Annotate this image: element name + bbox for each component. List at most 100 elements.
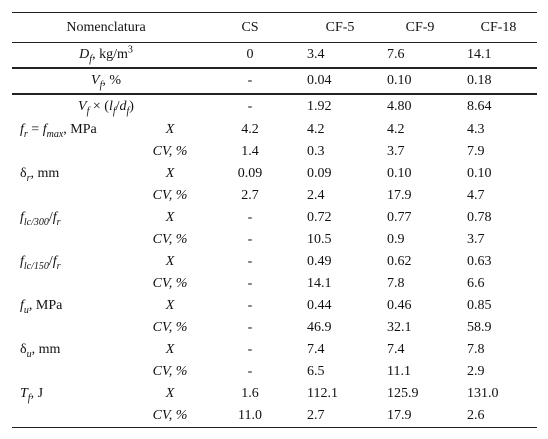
group-label: Tf, J <box>12 383 140 405</box>
stat-cell: CV, % <box>152 320 188 335</box>
value-cell: 0.72 <box>307 210 332 225</box>
value-cell: 0.10 <box>387 166 412 181</box>
value-cell: 7.8 <box>467 342 485 357</box>
label-part: f <box>86 105 90 117</box>
data-row: Df, kg/m3 0 3.4 7.6 14.1 <box>12 43 538 68</box>
value-cell: 1.92 <box>307 99 332 114</box>
label-part: r <box>26 172 31 184</box>
label-part: / <box>48 210 53 225</box>
value-cell: 4.2 <box>387 122 405 137</box>
label-part: × ( <box>89 99 109 114</box>
label-part: δ <box>20 342 27 357</box>
value-cell: 0.46 <box>387 298 412 313</box>
label-subscript: r <box>57 217 61 228</box>
stat-cell: X <box>165 298 175 313</box>
data-row: δr, mm X 0.09 0.09 0.10 0.10 <box>12 163 537 185</box>
group-label: fr = fmax, MPa <box>12 119 140 141</box>
value-cell: 6.6 <box>467 276 485 291</box>
value-cell: 0.09 <box>307 166 332 181</box>
label-subscript: f <box>127 106 130 117</box>
stat-cell: CV, % <box>152 232 188 247</box>
label-part: D <box>79 47 90 62</box>
label-subscript: r <box>57 261 61 272</box>
value-cell: 1.4 <box>241 144 259 159</box>
label-subscript: max <box>47 129 64 140</box>
label-part: l <box>108 99 113 114</box>
label-part: d <box>119 99 127 114</box>
value-cell: 0.77 <box>387 210 412 225</box>
value-cell: 14.1 <box>307 276 332 291</box>
value-cell: 8.64 <box>467 99 492 114</box>
label-subscript: lc/300 <box>24 217 49 228</box>
stat-cell: X <box>165 386 175 401</box>
value-cell: 2.6 <box>467 408 485 423</box>
group-label: δr, mm <box>12 163 140 185</box>
value-cell: 7.4 <box>307 342 325 357</box>
label-part: , % <box>102 73 122 88</box>
value-cell: - <box>247 210 253 225</box>
data-row: Tf, J X 1.6 112.1 125.9 131.0 <box>12 383 537 405</box>
label-part: / <box>48 254 53 269</box>
value-cell: 4.2 <box>241 122 259 137</box>
label-part: , mm <box>30 166 60 181</box>
label-part: V <box>91 73 100 88</box>
stat-cell: CV, % <box>152 364 188 379</box>
label-part: f <box>112 105 116 117</box>
results-table: Nomenclatura CS CF-5 CF-9 CF-18 Df, kg/m3 0 3.4… <box>12 12 538 428</box>
group-label: flc/150/fr <box>12 251 140 273</box>
data-row: flc/150/fr X -0.49 0.62 0.63 <box>12 251 537 273</box>
value-cell: 125.9 <box>387 386 419 401</box>
label-part: V <box>78 99 87 114</box>
value-cell: 10.5 <box>307 232 332 247</box>
label-subscript: f <box>89 54 92 65</box>
label-part: r <box>56 216 61 228</box>
label-part: f <box>99 79 103 91</box>
value-cell: 0.62 <box>387 254 412 269</box>
value-cell: 3.7 <box>387 144 405 159</box>
label-part: lc/150 <box>23 260 49 272</box>
value-cell: - <box>247 73 253 88</box>
value-cell: - <box>247 276 253 291</box>
value-cell: - <box>247 320 253 335</box>
value-cell: 0.10 <box>467 166 492 181</box>
label-part: f <box>52 254 57 269</box>
value-cell: - <box>247 364 253 379</box>
row-label: Vf, % <box>12 68 200 94</box>
value-cell: 3.4 <box>307 47 325 62</box>
label-subscript: f <box>100 80 103 91</box>
label-part: , mm <box>31 342 61 357</box>
value-cell: 0.63 <box>467 254 492 269</box>
value-cell: 2.7 <box>241 188 259 203</box>
value-cell: 32.1 <box>387 320 412 335</box>
value-cell: - <box>247 254 253 269</box>
stat-cell: CV, % <box>152 188 188 203</box>
group-label <box>12 405 140 428</box>
value-cell: 7.8 <box>387 276 405 291</box>
value-cell: 0.44 <box>307 298 332 313</box>
value-cell: 112.1 <box>307 386 338 401</box>
value-cell: 6.5 <box>307 364 325 379</box>
value-cell: 0.18 <box>467 73 492 88</box>
label-part: T <box>20 386 28 401</box>
value-cell: 0.9 <box>387 232 405 247</box>
label-part: f <box>89 53 93 65</box>
header-cell: Nomenclatura <box>66 19 146 35</box>
label-subscript: f <box>87 106 90 117</box>
label-part: u <box>23 304 29 316</box>
label-part: ) <box>129 99 134 114</box>
data-row: CV, % - 6.5 11.1 2.9 <box>12 361 537 383</box>
value-cell: 0.09 <box>237 166 263 181</box>
label-part: u <box>26 348 32 360</box>
label-part: , MPa <box>63 122 97 137</box>
value-cell: - <box>247 99 253 114</box>
label-subscript: u <box>27 349 32 360</box>
label-part: f <box>20 298 24 313</box>
group-label: δu, mm <box>12 339 140 361</box>
group-label: flc/300/fr <box>12 207 140 229</box>
value-cell: 2.7 <box>307 408 325 423</box>
label-part: , MPa <box>28 298 63 313</box>
label-part: lc/300 <box>23 216 49 228</box>
label-subscript: u <box>24 305 29 316</box>
label-part: f <box>20 254 24 269</box>
value-cell: 0.78 <box>467 210 492 225</box>
